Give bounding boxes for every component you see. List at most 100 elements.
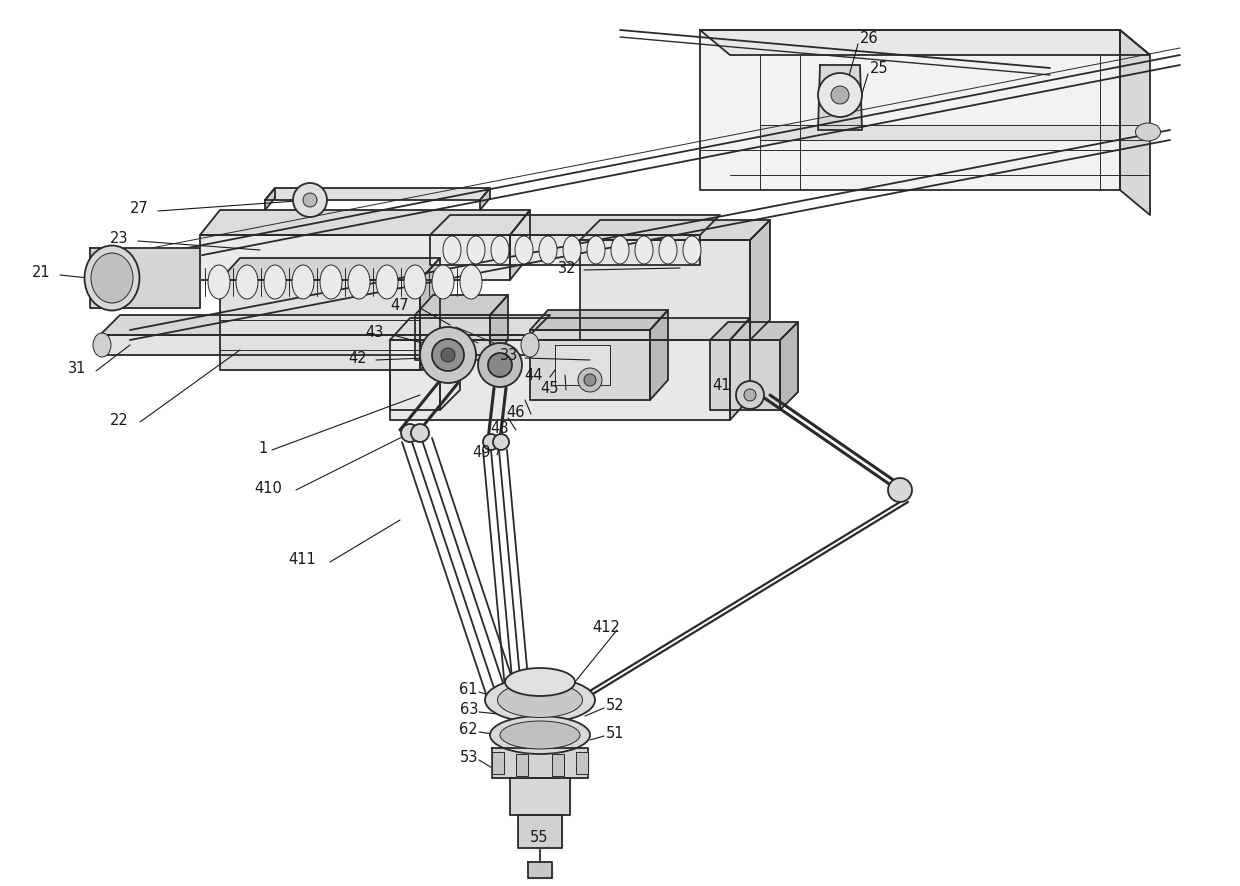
Circle shape bbox=[494, 434, 508, 450]
Ellipse shape bbox=[443, 236, 461, 264]
Ellipse shape bbox=[505, 668, 575, 696]
Circle shape bbox=[484, 434, 498, 450]
Polygon shape bbox=[265, 188, 275, 210]
Polygon shape bbox=[780, 322, 799, 410]
Ellipse shape bbox=[490, 716, 590, 754]
Text: 51: 51 bbox=[606, 727, 625, 742]
Polygon shape bbox=[200, 210, 529, 235]
Ellipse shape bbox=[1136, 123, 1161, 141]
Text: 43: 43 bbox=[365, 324, 383, 339]
Circle shape bbox=[737, 381, 764, 409]
Polygon shape bbox=[219, 280, 420, 370]
Polygon shape bbox=[529, 310, 668, 330]
Ellipse shape bbox=[539, 236, 557, 264]
Polygon shape bbox=[200, 235, 510, 280]
Circle shape bbox=[818, 73, 862, 117]
Circle shape bbox=[303, 193, 317, 207]
Text: 45: 45 bbox=[539, 380, 558, 395]
Ellipse shape bbox=[91, 253, 133, 303]
Text: 25: 25 bbox=[870, 60, 889, 75]
Polygon shape bbox=[516, 754, 528, 776]
Circle shape bbox=[489, 353, 512, 377]
Ellipse shape bbox=[93, 333, 112, 357]
Polygon shape bbox=[420, 258, 440, 370]
Circle shape bbox=[744, 389, 756, 401]
Ellipse shape bbox=[291, 265, 314, 299]
Ellipse shape bbox=[587, 236, 605, 264]
Ellipse shape bbox=[515, 236, 533, 264]
Polygon shape bbox=[391, 318, 750, 340]
Polygon shape bbox=[701, 30, 1149, 55]
Ellipse shape bbox=[404, 265, 427, 299]
Polygon shape bbox=[91, 248, 200, 308]
Polygon shape bbox=[518, 815, 562, 848]
Ellipse shape bbox=[236, 265, 258, 299]
Circle shape bbox=[410, 424, 429, 442]
Ellipse shape bbox=[320, 265, 342, 299]
Text: 26: 26 bbox=[861, 30, 879, 45]
Polygon shape bbox=[556, 345, 610, 385]
Text: 42: 42 bbox=[348, 351, 367, 366]
Ellipse shape bbox=[500, 721, 580, 749]
Ellipse shape bbox=[485, 678, 595, 722]
Polygon shape bbox=[650, 310, 668, 400]
Text: 63: 63 bbox=[460, 703, 477, 718]
Polygon shape bbox=[490, 295, 508, 360]
Text: 21: 21 bbox=[32, 265, 51, 279]
Ellipse shape bbox=[264, 265, 286, 299]
Ellipse shape bbox=[683, 236, 701, 264]
Polygon shape bbox=[760, 125, 1149, 140]
Ellipse shape bbox=[432, 265, 454, 299]
Circle shape bbox=[293, 183, 327, 217]
Polygon shape bbox=[492, 748, 588, 778]
Ellipse shape bbox=[635, 236, 653, 264]
Polygon shape bbox=[528, 862, 552, 878]
Polygon shape bbox=[265, 188, 490, 200]
Text: 52: 52 bbox=[606, 698, 625, 713]
Polygon shape bbox=[440, 350, 460, 410]
Polygon shape bbox=[510, 778, 570, 815]
Ellipse shape bbox=[491, 236, 508, 264]
Text: 23: 23 bbox=[110, 230, 129, 245]
Polygon shape bbox=[580, 220, 770, 240]
Polygon shape bbox=[1120, 30, 1149, 215]
Polygon shape bbox=[510, 210, 529, 280]
Text: 31: 31 bbox=[68, 361, 87, 376]
Polygon shape bbox=[415, 295, 508, 315]
Text: 44: 44 bbox=[525, 368, 543, 383]
Text: 55: 55 bbox=[529, 830, 548, 845]
Polygon shape bbox=[711, 340, 780, 410]
Circle shape bbox=[888, 478, 911, 502]
Text: 32: 32 bbox=[558, 260, 577, 276]
Circle shape bbox=[584, 374, 596, 386]
Ellipse shape bbox=[563, 236, 582, 264]
Circle shape bbox=[441, 348, 455, 362]
Polygon shape bbox=[818, 65, 862, 130]
Text: 41: 41 bbox=[712, 377, 730, 392]
Ellipse shape bbox=[658, 236, 677, 264]
Polygon shape bbox=[430, 215, 720, 235]
Text: 47: 47 bbox=[391, 298, 409, 313]
Text: 412: 412 bbox=[591, 620, 620, 635]
Text: 49: 49 bbox=[472, 445, 491, 460]
Circle shape bbox=[831, 86, 849, 104]
Text: 22: 22 bbox=[110, 413, 129, 428]
Polygon shape bbox=[100, 315, 551, 335]
Ellipse shape bbox=[84, 245, 139, 310]
Circle shape bbox=[578, 368, 601, 392]
Text: 410: 410 bbox=[254, 480, 281, 495]
Polygon shape bbox=[480, 188, 490, 210]
Ellipse shape bbox=[348, 265, 370, 299]
Polygon shape bbox=[711, 322, 799, 340]
Polygon shape bbox=[100, 335, 529, 355]
Ellipse shape bbox=[376, 265, 398, 299]
Text: 411: 411 bbox=[288, 553, 316, 568]
Ellipse shape bbox=[611, 236, 629, 264]
Polygon shape bbox=[701, 30, 1120, 190]
Polygon shape bbox=[750, 220, 770, 340]
Polygon shape bbox=[219, 258, 440, 280]
Circle shape bbox=[477, 343, 522, 387]
Text: 53: 53 bbox=[460, 750, 477, 766]
Text: 61: 61 bbox=[460, 682, 477, 697]
Polygon shape bbox=[430, 235, 701, 265]
